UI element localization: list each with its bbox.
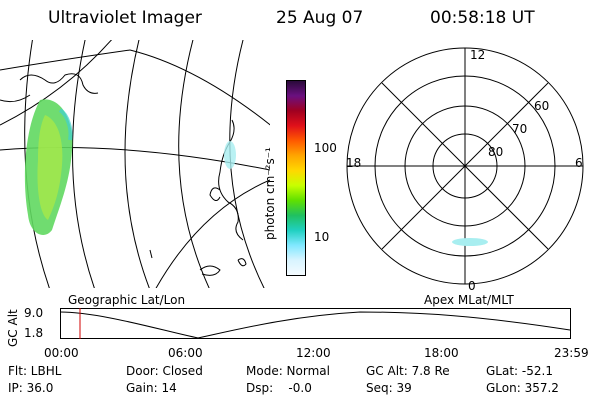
colorbar-unit-label: photon cm⁻²s⁻¹ — [263, 147, 277, 240]
info-gain: Gain: 14 — [126, 381, 177, 395]
geo-map-label: Geographic Lat/Lon — [68, 293, 186, 307]
orbit-altitude-plot — [60, 308, 571, 339]
colorbar-tick-100: 100 — [314, 141, 337, 155]
info-mode: Mode: Normal — [246, 364, 330, 378]
mlt-label-12: 12 — [470, 48, 485, 62]
info-flt: Flt: LBHL — [8, 364, 62, 378]
mlt-label-0: 0 — [468, 279, 476, 293]
orbit-xtick-1200: 12:00 — [296, 346, 331, 360]
lat-label-60: 60 — [534, 99, 549, 113]
info-glon: GLon: 357.2 — [486, 381, 559, 395]
app-title: Ultraviolet Imager — [48, 8, 202, 28]
info-glat: GLat: -52.1 — [486, 364, 553, 378]
date-label: 25 Aug 07 — [276, 8, 364, 28]
lat-label-80: 80 — [488, 145, 503, 159]
info-door: Door: Closed — [126, 364, 203, 378]
polar-plot: 12 18 6 0 60 70 80 — [346, 47, 584, 293]
info-gc-alt: GC Alt: 7.8 Re — [366, 364, 450, 378]
orbit-ytick-high: 9.0 — [24, 306, 44, 320]
mlt-label-18: 18 — [346, 156, 361, 170]
orbit-ylabel: GC Alt — [6, 309, 20, 347]
orbit-ytick-low: 1.8 — [24, 326, 44, 340]
mlt-label-6: 6 — [575, 156, 583, 170]
orbit-xtick-0600: 06:00 — [168, 346, 203, 360]
info-seq: Seq: 39 — [366, 381, 412, 395]
polar-plot-label: Apex MLat/MLT — [424, 293, 514, 307]
aurora-emission — [24, 99, 236, 235]
colorbar-tick-10: 10 — [314, 230, 330, 244]
orbit-xtick-2359: 23:59 — [554, 346, 589, 360]
orbit-xtick-0000: 00:00 — [44, 346, 79, 360]
lat-label-70: 70 — [512, 122, 527, 136]
colorbar — [286, 80, 306, 276]
info-ip: IP: 36.0 — [8, 381, 54, 395]
time-label: 00:58:18 UT — [430, 8, 535, 28]
geographic-map — [0, 40, 270, 288]
orbit-xtick-1800: 18:00 — [424, 346, 459, 360]
polar-emission — [452, 238, 488, 246]
info-dsp: Dsp: -0.0 — [246, 381, 312, 395]
colorbar-gradient — [286, 80, 306, 276]
